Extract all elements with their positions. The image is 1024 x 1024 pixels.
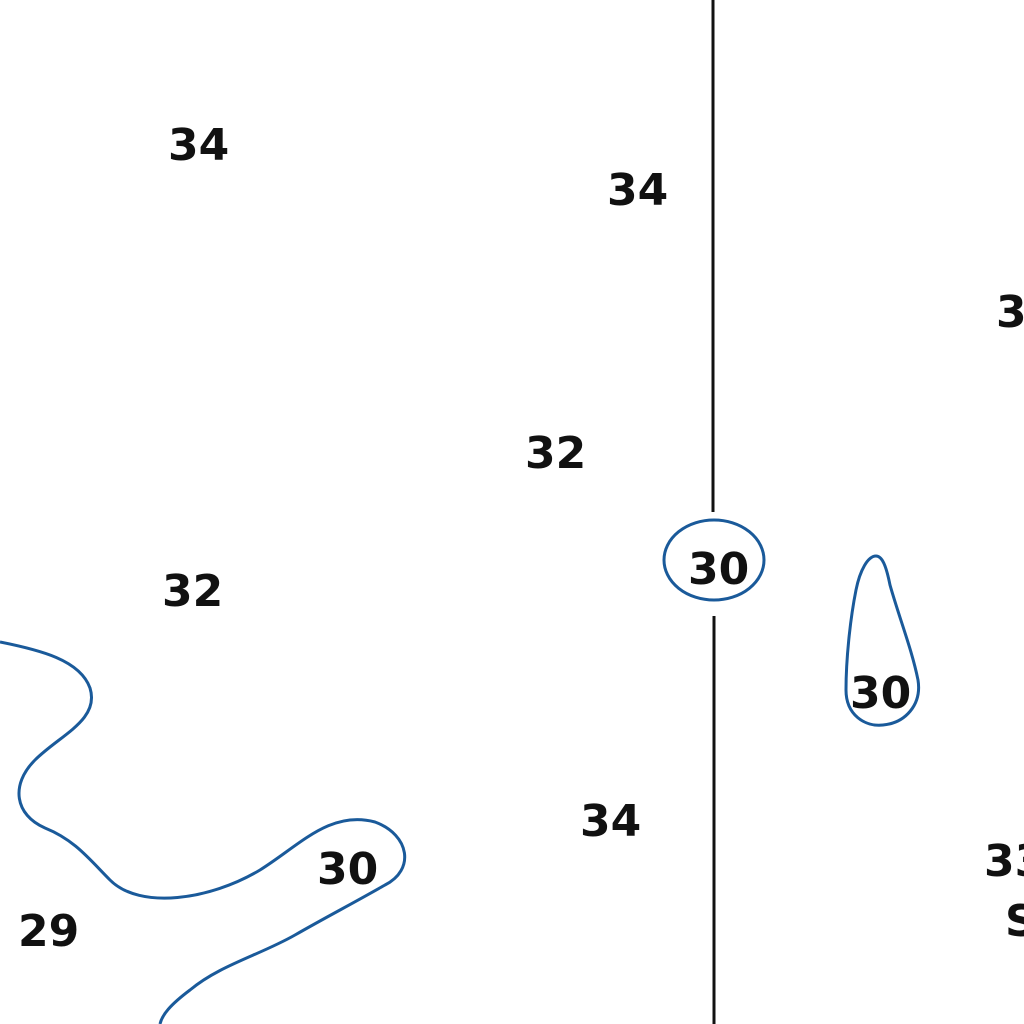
depth-sounding: 34: [168, 120, 229, 171]
depth-sounding: 29: [18, 906, 79, 957]
contour-depth-label: 30: [850, 668, 911, 719]
depth-contour-teardrop: [844, 554, 921, 727]
depth-sounding: 3: [996, 287, 1024, 338]
depth-sounding: 33: [984, 836, 1024, 887]
depth-contour-line: [0, 640, 407, 1024]
bottom-quality-label: S: [1005, 896, 1024, 947]
depth-sounding: 34: [580, 796, 641, 847]
depth-contour-oval: [662, 518, 766, 602]
depth-sounding: 32: [525, 428, 586, 479]
contour-depth-label: 30: [688, 544, 749, 595]
depth-sounding: 34: [607, 165, 668, 216]
contour-depth-label: 30: [317, 844, 378, 895]
depth-sounding: 32: [162, 566, 223, 617]
